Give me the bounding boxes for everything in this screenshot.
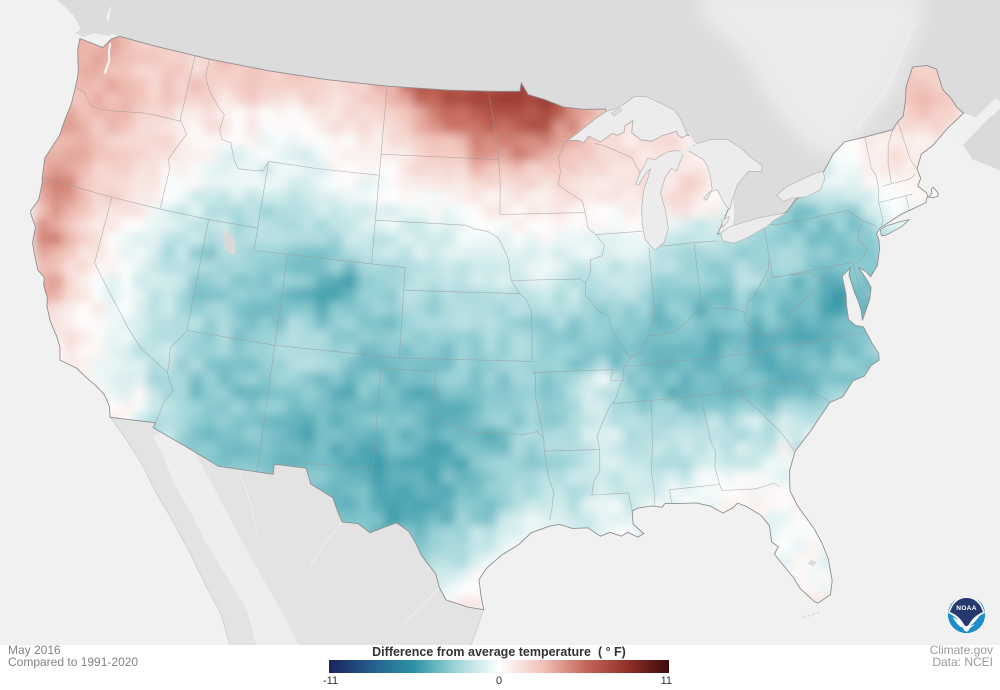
- svg-text:NOAA: NOAA: [956, 605, 977, 612]
